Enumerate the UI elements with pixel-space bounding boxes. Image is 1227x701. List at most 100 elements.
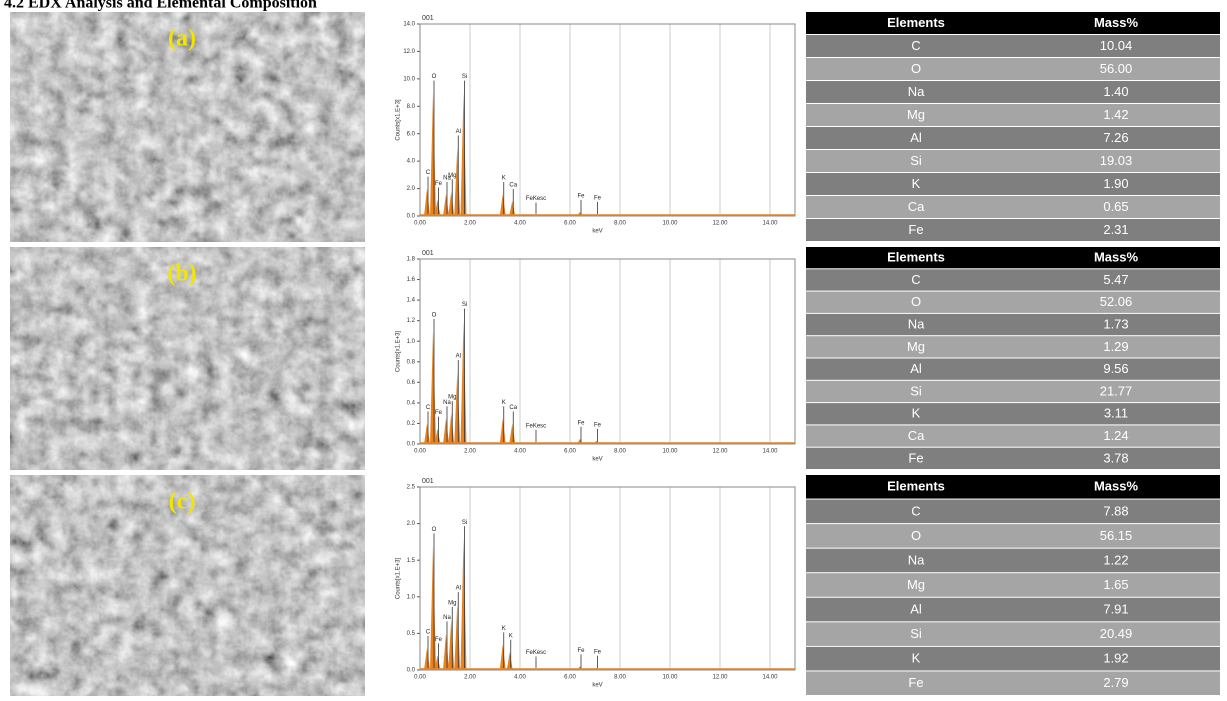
table-cell: Si <box>910 383 922 398</box>
peak-label: Ca <box>509 405 517 411</box>
peak-label: Al <box>456 354 461 360</box>
x-tick-label: 14.00 <box>762 675 778 681</box>
plot-frame <box>419 258 796 445</box>
peak-label: C <box>426 630 431 636</box>
table-cell: 9.56 <box>1103 361 1128 376</box>
x-tick-label: 6.00 <box>564 449 576 455</box>
y-tick-label: 14.0 <box>403 22 415 28</box>
y-tick-label: 0.6 <box>407 380 416 386</box>
table-row <box>806 35 1220 57</box>
table-header <box>806 12 1220 34</box>
table-row <box>806 313 1220 336</box>
x-tick-label: 2.00 <box>464 221 476 227</box>
x-axis-label: keV <box>592 457 602 463</box>
table-cell: Na <box>908 552 925 567</box>
table-cell: 20.49 <box>1100 626 1133 641</box>
peak <box>499 194 506 216</box>
peak <box>430 330 436 444</box>
table-header <box>806 247 1220 269</box>
x-tick-label: 12.00 <box>712 221 728 227</box>
peak-label: Mg <box>448 173 456 179</box>
table-cell: 3.78 <box>1103 450 1128 465</box>
y-tick-label: 0.0 <box>407 668 416 674</box>
peak-label: Si <box>462 302 467 308</box>
table-cell: 5.47 <box>1103 272 1128 287</box>
y-tick-label: 0.8 <box>407 359 416 365</box>
table-row <box>806 81 1220 103</box>
peak <box>443 418 449 444</box>
peak <box>448 191 455 216</box>
panel-label: (a) <box>168 26 196 52</box>
peak-label: FeKesc <box>526 196 546 202</box>
peak <box>448 618 455 670</box>
peak-label: K <box>509 633 513 639</box>
y-tick-label: 0.0 <box>407 214 416 220</box>
table-cell: 52.06 <box>1100 294 1133 309</box>
table-row <box>806 380 1220 403</box>
peak-label: FeKesc <box>526 424 546 430</box>
x-axis-label: keV <box>592 229 602 235</box>
x-tick-label: 14.00 <box>762 221 778 227</box>
peak-label: FeKesc <box>526 650 546 656</box>
table-header-cell: Elements <box>887 250 945 265</box>
y-tick-label: 0.4 <box>407 400 416 406</box>
x-tick-label: 0.00 <box>414 221 426 227</box>
x-tick-label: 0.00 <box>414 675 426 681</box>
table-cell: 10.04 <box>1100 38 1133 53</box>
x-tick-label: 8.00 <box>614 449 626 455</box>
sem-image <box>10 247 365 470</box>
table-cell: 1.65 <box>1103 577 1128 592</box>
peak <box>509 200 516 216</box>
table-cell: 19.03 <box>1100 153 1133 168</box>
table-cell: 1.73 <box>1103 316 1128 331</box>
x-tick-label: 8.00 <box>614 221 626 227</box>
peak-label: Ca <box>509 182 517 188</box>
peak <box>424 423 430 444</box>
peak <box>499 418 506 444</box>
peak-label: K <box>502 626 506 632</box>
peak-label: C <box>426 405 431 411</box>
x-tick-label: 0.00 <box>414 449 426 455</box>
table-header-cell: Mass% <box>1094 250 1139 265</box>
x-tick-label: 6.00 <box>564 221 576 227</box>
x-tick-label: 4.00 <box>514 675 526 681</box>
peak-label: Mg <box>448 600 456 606</box>
table-cell: 56.00 <box>1100 61 1133 76</box>
table-row <box>806 173 1220 195</box>
peak <box>593 213 600 216</box>
table-cell: 1.42 <box>1103 107 1128 122</box>
table-row <box>806 58 1220 80</box>
peak <box>430 92 436 216</box>
table-cell: Mg <box>907 107 925 122</box>
peak-label: Fe <box>577 193 585 199</box>
peak <box>499 644 506 670</box>
table-row <box>806 425 1220 447</box>
peak <box>424 188 430 216</box>
sem-image <box>10 12 365 242</box>
table-row <box>806 291 1220 313</box>
table-row <box>806 269 1220 291</box>
table-row <box>806 127 1220 149</box>
peak <box>434 655 441 670</box>
y-tick-label: 0.5 <box>407 631 416 637</box>
table-cell: 1.40 <box>1103 84 1128 99</box>
table-cell: Al <box>910 601 922 616</box>
table-row <box>806 358 1220 380</box>
peak <box>577 211 583 216</box>
table-header-cell: Mass% <box>1094 479 1139 494</box>
y-axis-label: Counts[x1.E+3] <box>396 331 402 373</box>
y-tick-label: 1.5 <box>407 558 416 564</box>
plot-frame <box>419 486 796 671</box>
spectrum-title: 001 <box>422 250 434 257</box>
table-row <box>806 196 1220 218</box>
peak <box>454 372 461 444</box>
table-cell: 1.90 <box>1103 176 1128 191</box>
y-tick-label: 12.0 <box>403 49 415 55</box>
x-tick-label: 4.00 <box>514 221 526 227</box>
table-cell: C <box>911 503 920 518</box>
spectrum-title: 001 <box>422 478 434 485</box>
peak <box>532 441 538 444</box>
table-cell: Na <box>908 316 925 331</box>
peak-label: Fe <box>577 648 585 654</box>
